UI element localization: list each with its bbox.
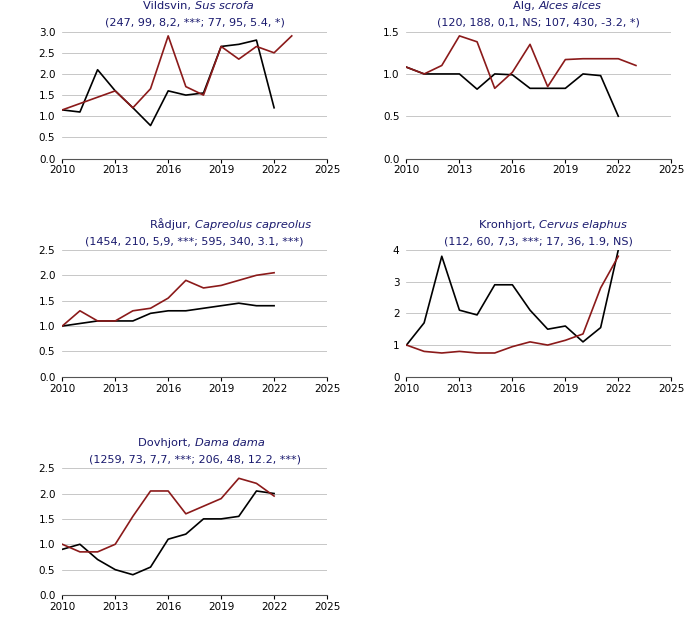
Text: Alces alces: Alces alces	[539, 1, 602, 11]
Text: Dama dama: Dama dama	[194, 438, 264, 448]
Text: Dovhjort,: Dovhjort,	[138, 438, 194, 448]
Text: (1259, 73, 7,7, ***; 206, 48, 12.2, ***): (1259, 73, 7,7, ***; 206, 48, 12.2, ***)	[89, 454, 300, 465]
Text: Vildsvin,: Vildsvin,	[143, 1, 194, 11]
Text: Capreolus capreolus: Capreolus capreolus	[194, 220, 311, 230]
Text: (1454, 210, 5,9, ***; 595, 340, 3.1, ***): (1454, 210, 5,9, ***; 595, 340, 3.1, ***…	[85, 236, 304, 246]
Text: Cervus elaphus: Cervus elaphus	[539, 220, 627, 230]
Text: (247, 99, 8,2, ***; 77, 95, 5.4, *): (247, 99, 8,2, ***; 77, 95, 5.4, *)	[104, 18, 284, 28]
Text: Kronhjort,: Kronhjort,	[479, 220, 539, 230]
Text: Rådjur,: Rådjur,	[150, 218, 194, 230]
Text: (112, 60, 7,3, ***; 17, 36, 1.9, NS): (112, 60, 7,3, ***; 17, 36, 1.9, NS)	[444, 236, 633, 246]
Text: Sus scrofa: Sus scrofa	[194, 1, 253, 11]
Text: Älg,: Älg,	[513, 0, 539, 11]
Text: (120, 188, 0,1, NS; 107, 430, -3.2, *): (120, 188, 0,1, NS; 107, 430, -3.2, *)	[437, 18, 640, 28]
